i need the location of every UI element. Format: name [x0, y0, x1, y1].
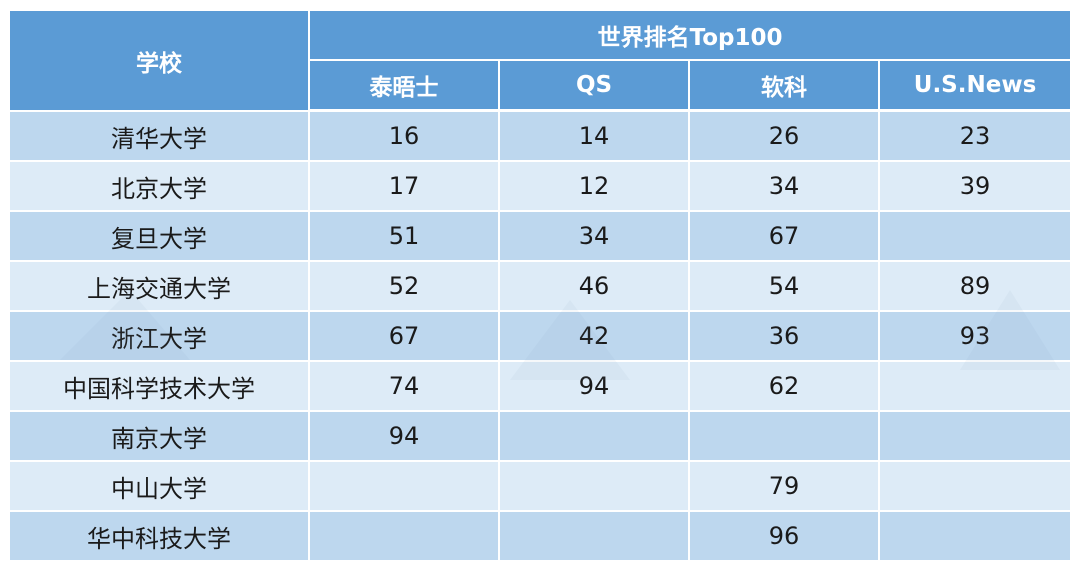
column-header-arwu: 软科 [690, 61, 880, 112]
ranking-group-header: 世界排名Top100 [310, 11, 1071, 61]
rank-cell-usnews [880, 512, 1071, 562]
rank-cell-times: 16 [310, 112, 500, 162]
rank-cell-qs: 42 [500, 312, 690, 362]
rank-cell-usnews [880, 212, 1071, 262]
school-name-cell: 上海交通大学 [10, 262, 310, 312]
rank-cell-arwu: 36 [690, 312, 880, 362]
rank-cell-qs [500, 512, 690, 562]
rank-cell-qs: 46 [500, 262, 690, 312]
column-header-times: 泰晤士 [310, 61, 500, 112]
rank-cell-times: 67 [310, 312, 500, 362]
school-name-cell: 清华大学 [10, 112, 310, 162]
rank-cell-usnews [880, 412, 1071, 462]
rank-cell-times: 74 [310, 362, 500, 412]
rank-cell-usnews: 23 [880, 112, 1071, 162]
rank-cell-arwu: 34 [690, 162, 880, 212]
table-row: 中山大学 79 [10, 462, 1071, 512]
rank-cell-arwu: 54 [690, 262, 880, 312]
rank-cell-qs: 14 [500, 112, 690, 162]
table-row: 浙江大学 67 42 36 93 [10, 312, 1071, 362]
rank-cell-arwu [690, 412, 880, 462]
rank-cell-arwu: 67 [690, 212, 880, 262]
rank-cell-qs: 94 [500, 362, 690, 412]
rank-cell-arwu: 26 [690, 112, 880, 162]
ranking-table-container: 学校 世界排名Top100 泰晤士 QS 软科 U.S.News 清华大学 16 1… [10, 11, 1071, 563]
rank-cell-times: 51 [310, 212, 500, 262]
column-header-qs: QS [500, 61, 690, 112]
school-name-cell: 中国科学技术大学 [10, 362, 310, 412]
rank-cell-times: 17 [310, 162, 500, 212]
school-name-cell: 浙江大学 [10, 312, 310, 362]
rank-cell-usnews: 89 [880, 262, 1071, 312]
rank-cell-times: 52 [310, 262, 500, 312]
school-name-cell: 华中科技大学 [10, 512, 310, 562]
rank-cell-usnews: 93 [880, 312, 1071, 362]
school-name-cell: 中山大学 [10, 462, 310, 512]
rank-cell-usnews [880, 462, 1071, 512]
column-header-usnews: U.S.News [880, 61, 1071, 112]
table-row: 清华大学 16 14 26 23 [10, 112, 1071, 162]
school-name-cell: 北京大学 [10, 162, 310, 212]
table-row: 上海交通大学 52 46 54 89 [10, 262, 1071, 312]
ranking-table: 学校 世界排名Top100 泰晤士 QS 软科 U.S.News 清华大学 16 1… [10, 11, 1071, 562]
rank-cell-arwu: 79 [690, 462, 880, 512]
school-name-cell: 南京大学 [10, 412, 310, 462]
table-header: 学校 世界排名Top100 泰晤士 QS 软科 U.S.News [10, 11, 1071, 112]
table-row: 南京大学 94 [10, 412, 1071, 462]
rank-cell-qs [500, 412, 690, 462]
rank-cell-qs: 12 [500, 162, 690, 212]
table-row: 北京大学 17 12 34 39 [10, 162, 1071, 212]
table-body: 清华大学 16 14 26 23 北京大学 17 12 34 39 复旦大学 51 34 67 上海交通大学… [10, 112, 1071, 562]
rank-cell-usnews: 39 [880, 162, 1071, 212]
rank-cell-qs: 34 [500, 212, 690, 262]
rank-cell-usnews [880, 362, 1071, 412]
table-row: 华中科技大学 96 [10, 512, 1071, 562]
rank-cell-times: 94 [310, 412, 500, 462]
school-column-header: 学校 [10, 11, 310, 112]
rank-cell-times [310, 462, 500, 512]
table-row: 复旦大学 51 34 67 [10, 212, 1071, 262]
rank-cell-arwu: 96 [690, 512, 880, 562]
rank-cell-arwu: 62 [690, 362, 880, 412]
rank-cell-times [310, 512, 500, 562]
table-row: 中国科学技术大学 74 94 62 [10, 362, 1071, 412]
school-name-cell: 复旦大学 [10, 212, 310, 262]
rank-cell-qs [500, 462, 690, 512]
